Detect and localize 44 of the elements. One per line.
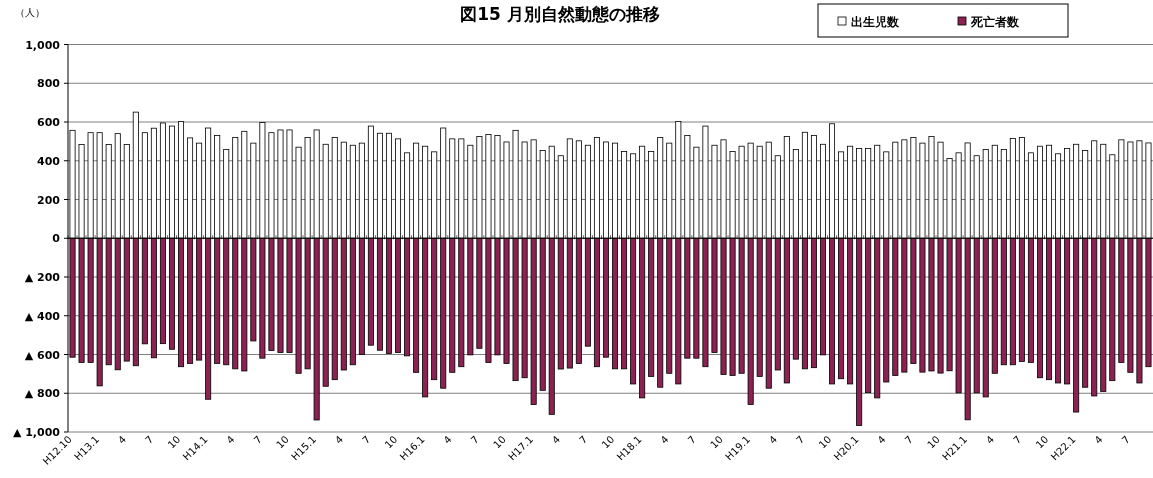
y-axis-title: （人） bbox=[15, 7, 45, 18]
x-tick-label: 4 bbox=[332, 433, 346, 446]
x-tick-label: 10 bbox=[165, 433, 183, 451]
y-tick-label: 800 bbox=[37, 77, 61, 91]
x-tick-label: 4 bbox=[441, 433, 454, 446]
chart-title: 図15 月別自然動態の推移 bbox=[460, 4, 660, 24]
x-tick-label: 4 bbox=[983, 433, 997, 446]
y-tick-label: ▲ 1,000 bbox=[12, 426, 61, 439]
y-tick-label: 0 bbox=[52, 232, 61, 246]
y-tick-label: ▲ 600 bbox=[24, 348, 61, 362]
x-tick-label: 10 bbox=[382, 433, 400, 451]
x-tick-label: 10 bbox=[925, 433, 942, 451]
x-tick-label: 7 bbox=[902, 433, 915, 446]
x-tick-label: 10 bbox=[491, 433, 508, 451]
y-tick-label: ▲ 400 bbox=[24, 309, 61, 323]
x-tick-label: 7 bbox=[577, 433, 590, 446]
x-tick-label: 4 bbox=[875, 433, 888, 446]
x-tick-label: 7 bbox=[1011, 433, 1024, 446]
y-tick-label: 1,000 bbox=[25, 38, 61, 52]
x-tick-label: 4 bbox=[1092, 433, 1105, 446]
x-tick-label: 7 bbox=[1119, 433, 1132, 446]
x-tick-label: 4 bbox=[766, 433, 780, 446]
x-tick-label: 4 bbox=[658, 433, 671, 446]
y-tick-label: ▲ 800 bbox=[24, 387, 61, 401]
y-tick-label: 400 bbox=[37, 154, 61, 168]
x-tick-label: 10 bbox=[816, 433, 834, 451]
x-tick-label: 7 bbox=[143, 433, 156, 446]
x-tick-label: 10 bbox=[599, 433, 617, 451]
x-tick-label: 7 bbox=[794, 433, 807, 446]
x-tick-label: 10 bbox=[274, 433, 291, 451]
x-tick-label: 7 bbox=[251, 433, 264, 446]
x-tick-label: 4 bbox=[115, 433, 129, 446]
x-tick-label: 7 bbox=[468, 433, 481, 446]
x-tick-label: 10 bbox=[708, 433, 725, 451]
y-tick-label: 600 bbox=[37, 116, 61, 129]
x-tick-label: 7 bbox=[685, 433, 698, 446]
y-tick-label: 200 bbox=[37, 193, 61, 207]
x-tick-label: 4 bbox=[224, 433, 237, 446]
legend-label: 出生児数 bbox=[851, 15, 900, 29]
x-tick-label: 4 bbox=[549, 433, 563, 446]
legend-label: 死亡者数 bbox=[970, 15, 1020, 29]
x-tick-label: 10 bbox=[1033, 433, 1051, 451]
y-tick-label: ▲ 200 bbox=[24, 271, 61, 284]
x-tick-label: 7 bbox=[360, 433, 373, 446]
